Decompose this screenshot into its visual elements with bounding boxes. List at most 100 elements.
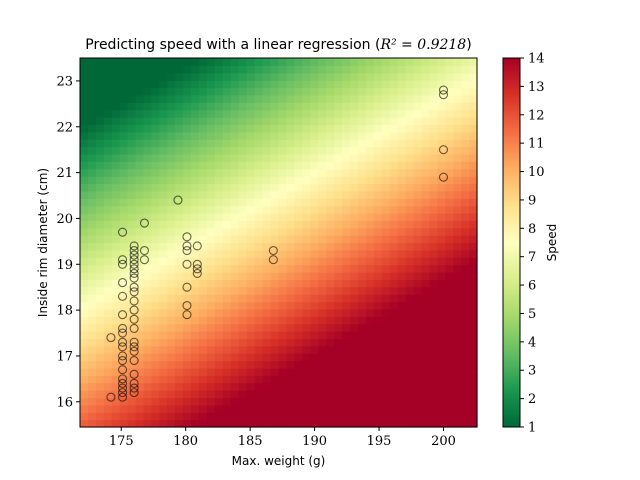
heatmap-cell xyxy=(167,390,176,399)
heatmap-cell xyxy=(254,404,264,413)
heatmap-cell xyxy=(278,190,288,199)
heatmap-cell xyxy=(80,87,89,96)
heatmap-cell xyxy=(421,139,430,148)
data-point xyxy=(117,323,128,333)
heatmap-cell xyxy=(183,146,192,155)
heatmap-cell xyxy=(103,360,113,369)
heatmap-cell xyxy=(143,205,153,214)
heatmap-cell xyxy=(199,117,208,126)
heatmap-cell xyxy=(87,205,97,214)
heatmap-cell xyxy=(167,419,176,428)
heatmap-cell xyxy=(199,102,208,111)
heatmap-cell xyxy=(469,301,478,310)
heatmap-cell xyxy=(381,161,391,170)
heatmap-cell xyxy=(302,286,311,295)
heatmap-cell xyxy=(151,375,160,384)
heatmap-cell xyxy=(119,404,129,413)
heatmap-cell xyxy=(397,190,407,199)
heatmap-cell xyxy=(389,94,399,103)
heatmap-cell xyxy=(318,419,327,428)
heatmap-cell xyxy=(119,198,129,207)
heatmap-cell xyxy=(373,117,383,126)
heatmap-cell xyxy=(413,176,423,185)
heatmap-cell xyxy=(183,205,192,214)
heatmap-cell xyxy=(373,102,383,111)
heatmap-cell xyxy=(95,212,105,221)
heatmap-cell xyxy=(469,286,478,295)
heatmap-cell xyxy=(453,87,462,96)
heatmap-cell xyxy=(246,124,256,133)
heatmap-cell xyxy=(238,139,248,148)
heatmap-cell xyxy=(429,109,438,118)
heatmap-cell xyxy=(437,131,446,140)
heatmap-cell xyxy=(405,382,415,391)
data-point xyxy=(106,333,116,343)
heatmap-cell xyxy=(334,109,343,118)
heatmap-cell xyxy=(381,294,391,303)
heatmap-cell xyxy=(365,183,375,192)
heatmap-cell xyxy=(318,190,327,199)
heatmap-cell xyxy=(191,102,200,111)
heatmap-cell xyxy=(238,249,248,258)
heatmap-cell xyxy=(429,124,438,133)
heatmap-cell xyxy=(437,117,446,126)
heatmap-cell xyxy=(191,286,200,295)
heatmap-cell xyxy=(238,205,248,214)
heatmap-cell xyxy=(461,205,470,214)
heatmap-cell xyxy=(342,286,351,295)
data-point xyxy=(129,388,139,398)
heatmap-cell xyxy=(373,139,383,148)
heatmap-cell xyxy=(389,404,399,413)
heatmap-cell xyxy=(103,198,113,207)
heatmap-cell xyxy=(135,404,145,413)
heatmap-cell xyxy=(278,367,288,376)
heatmap-cell xyxy=(87,153,97,162)
heatmap-cell xyxy=(413,87,423,96)
heatmap-cell xyxy=(318,353,327,362)
heatmap-cell xyxy=(318,183,327,192)
heatmap-cell xyxy=(278,279,288,288)
heatmap-cell xyxy=(167,102,176,111)
heatmap-cell xyxy=(294,257,303,266)
heatmap-cell xyxy=(453,183,462,192)
heatmap-cell xyxy=(278,205,288,214)
heatmap-cell xyxy=(143,316,153,325)
heatmap-cell xyxy=(294,72,303,81)
heatmap-cell xyxy=(254,124,264,133)
heatmap-cell xyxy=(453,375,462,384)
heatmap-cell xyxy=(357,249,367,258)
heatmap-cell xyxy=(365,360,375,369)
heatmap-cell xyxy=(365,117,375,126)
heatmap-cell xyxy=(469,404,478,413)
heatmap-cell xyxy=(262,131,272,140)
heatmap-cell xyxy=(103,264,113,273)
heatmap-cell xyxy=(80,397,89,406)
heatmap-cell xyxy=(80,419,89,428)
heatmap-cell xyxy=(413,404,423,413)
heatmap-cell xyxy=(445,72,454,81)
heatmap-cell xyxy=(349,264,359,273)
heatmap-cell xyxy=(222,183,232,192)
heatmap-cell xyxy=(318,117,327,126)
heatmap-cell xyxy=(318,279,327,288)
heatmap-cell xyxy=(183,382,192,391)
heatmap-cell xyxy=(413,102,423,111)
heatmap-cell xyxy=(421,360,430,369)
heatmap-cell xyxy=(429,286,438,295)
heatmap-cell xyxy=(437,146,446,155)
heatmap-cell xyxy=(207,382,216,391)
heatmap-cell xyxy=(87,227,97,236)
heatmap-cell xyxy=(413,109,423,118)
heatmap-cell xyxy=(80,412,89,421)
heatmap-cell xyxy=(397,139,407,148)
heatmap-cell xyxy=(278,397,288,406)
heatmap-cell xyxy=(437,102,446,111)
heatmap-cell xyxy=(302,176,311,185)
heatmap-cell xyxy=(302,316,311,325)
heatmap-cell xyxy=(111,153,121,162)
heatmap-cell xyxy=(119,367,129,376)
heatmap-cell xyxy=(143,183,153,192)
heatmap-cell xyxy=(135,323,145,332)
heatmap-cell xyxy=(326,235,335,244)
heatmap-cell xyxy=(357,412,367,421)
